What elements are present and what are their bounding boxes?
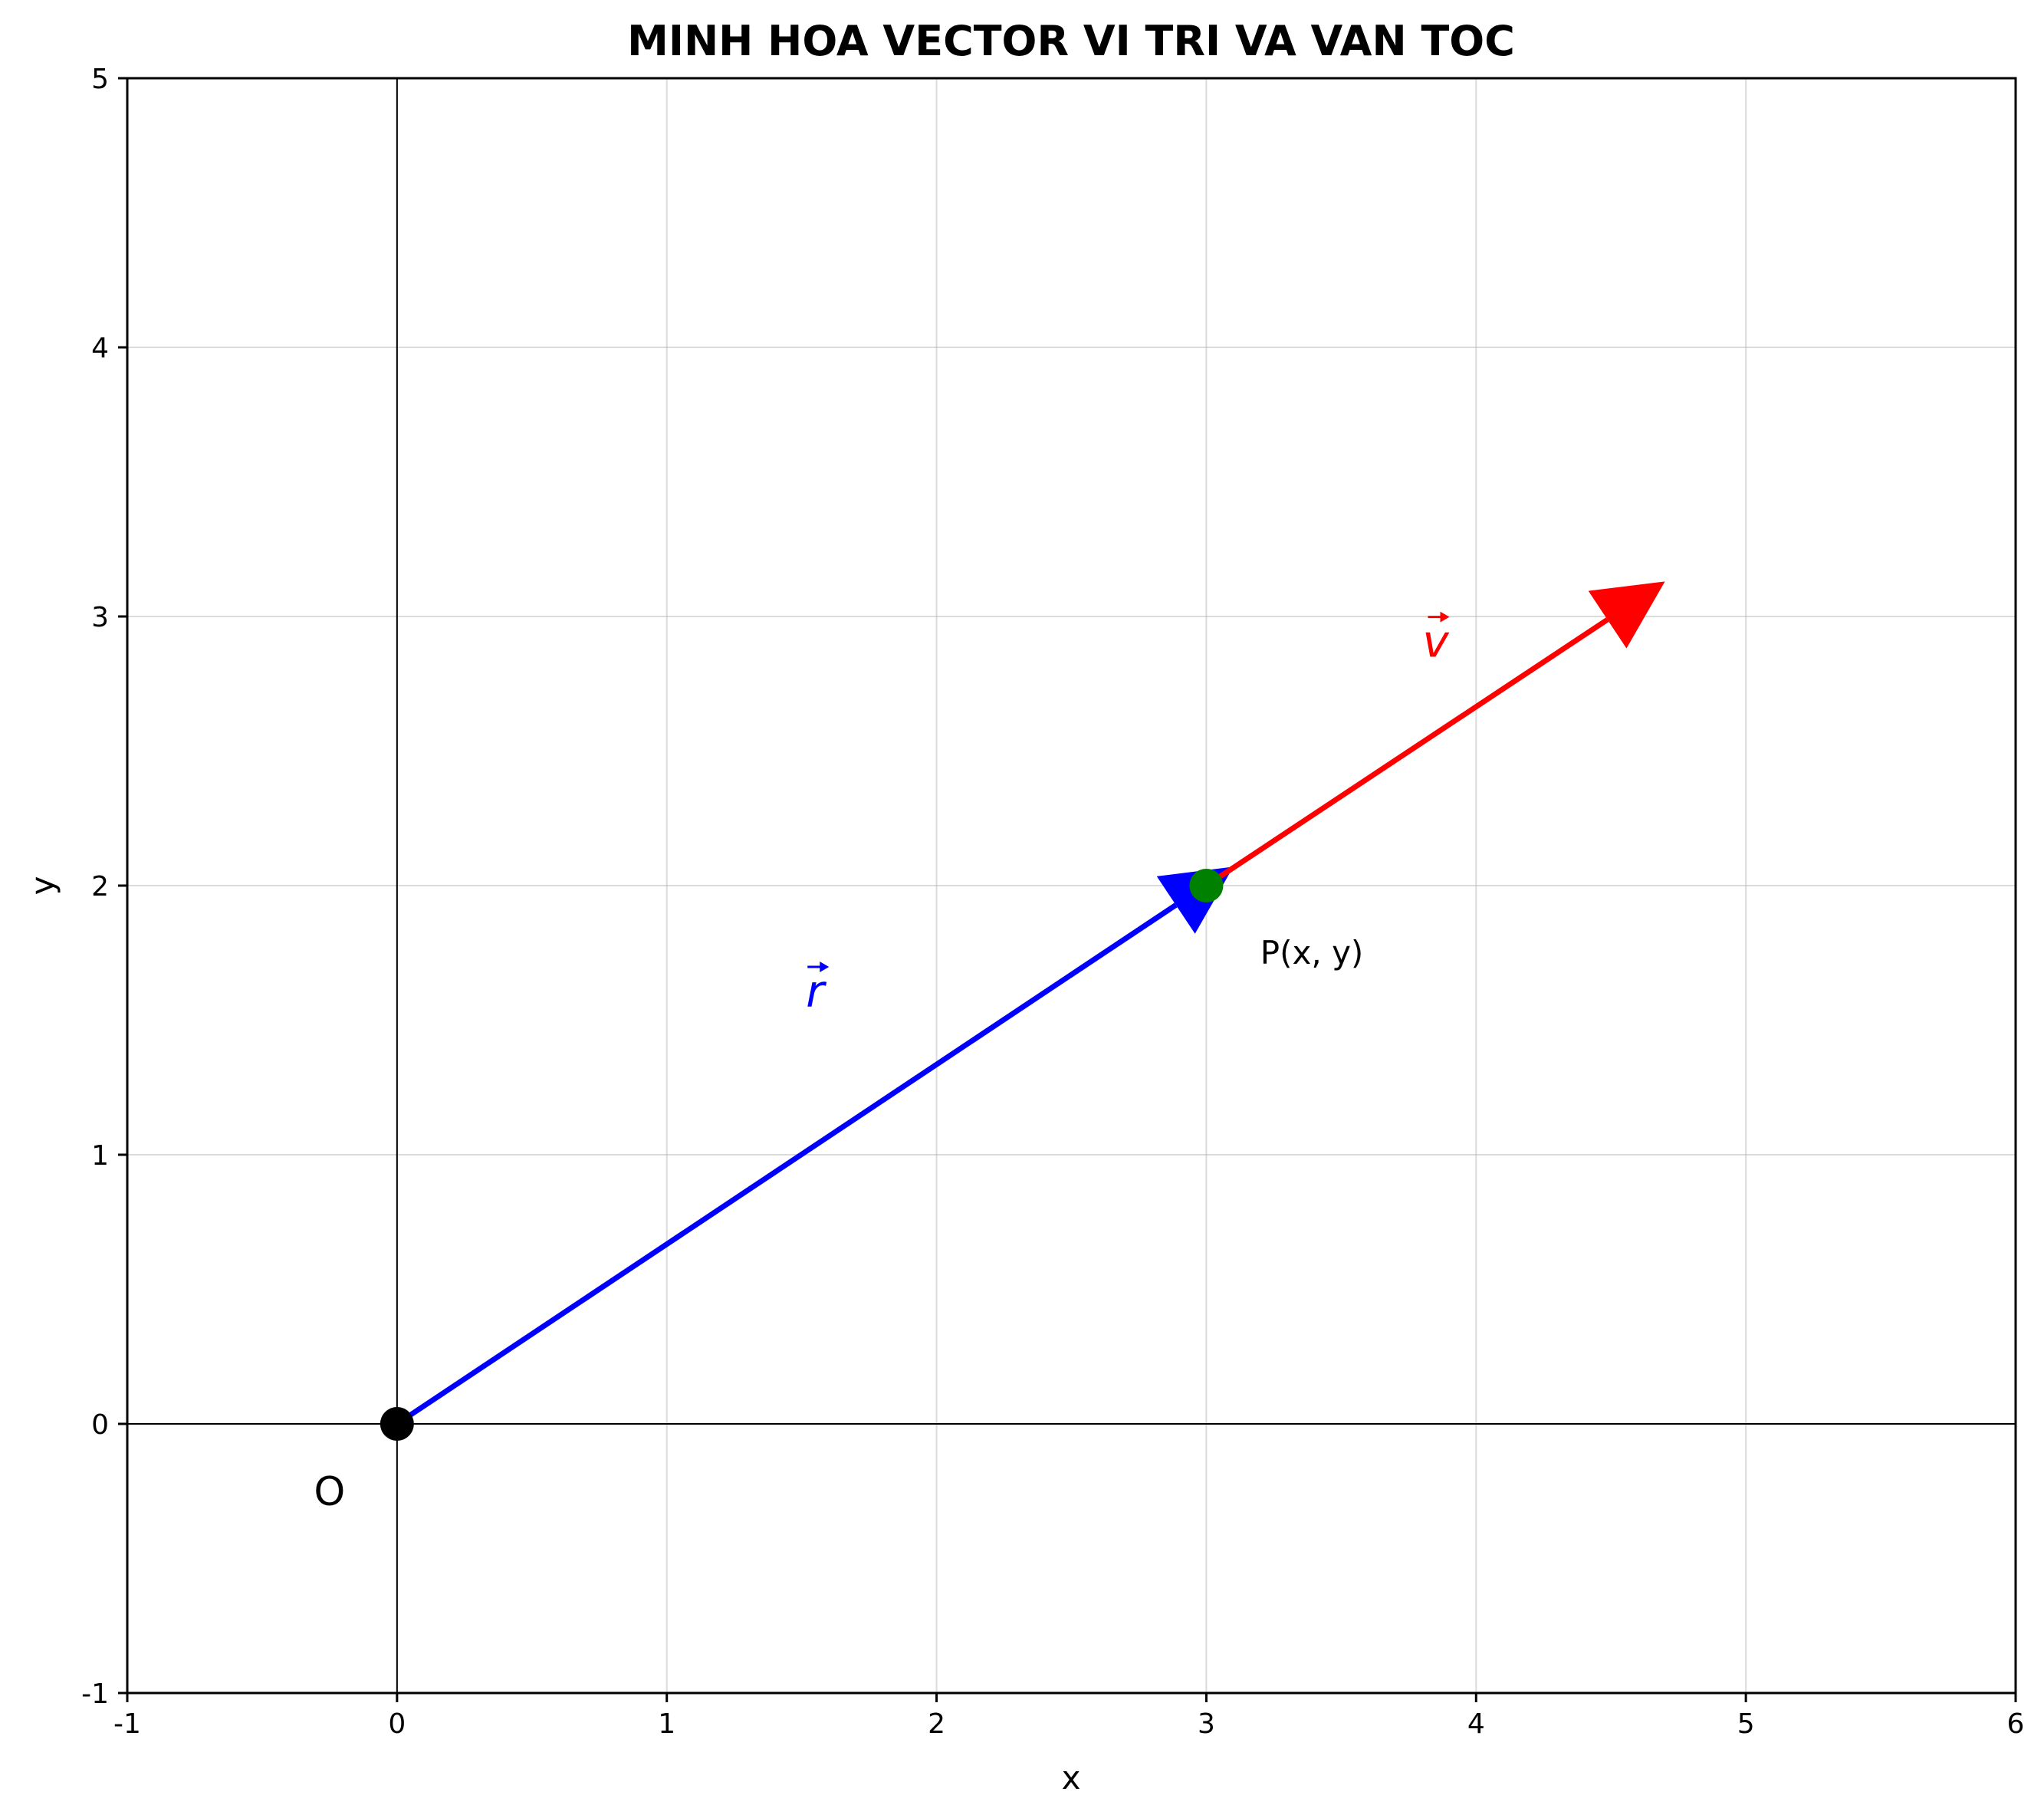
y-axis-ticks: -1 0 1 2 3 4 5	[81, 64, 127, 1710]
velocity-vector-label-arrow-tip	[1440, 611, 1450, 623]
y-axis-label: y	[24, 876, 61, 896]
x-tick-label: 0	[388, 1708, 406, 1740]
vectors: rv	[395, 581, 1665, 1426]
position-vector-label-arrow-tip	[820, 961, 830, 972]
y-tick-label: 5	[91, 64, 109, 95]
y-tick-label: 0	[91, 1409, 109, 1441]
velocity-vector-shaft	[1204, 617, 1609, 888]
x-axis-label: x	[1062, 1759, 1081, 1797]
y-tick-label: 3	[91, 602, 109, 633]
x-axis-ticks: -1 0 1 2 3 4 5 6	[113, 1693, 2024, 1740]
x-tick-label: 1	[658, 1708, 675, 1740]
point-p-label: P(x, y)	[1260, 934, 1364, 971]
origin-label: O	[314, 1469, 345, 1515]
position-vector-shaft	[395, 902, 1178, 1426]
x-tick-label: 3	[1198, 1708, 1215, 1740]
velocity-vector-head	[1588, 581, 1665, 649]
velocity-vector-label: v	[1422, 616, 1450, 668]
points: O P(x, y)	[314, 869, 1363, 1515]
x-tick-label: 4	[1467, 1708, 1485, 1740]
origin-marker	[380, 1407, 414, 1441]
x-tick-label: -1	[113, 1708, 141, 1740]
x-tick-label: 6	[2007, 1708, 2025, 1740]
y-tick-label: 2	[91, 871, 109, 902]
x-tick-label: 5	[1737, 1708, 1755, 1740]
chart-title: MINH HOA VECTOR VI TRI VA VAN TOC	[627, 17, 1515, 65]
position-vector-label: r	[806, 965, 826, 1017]
point-p-marker	[1189, 869, 1224, 902]
x-tick-label: 2	[928, 1708, 945, 1740]
grid	[127, 77, 2016, 1694]
y-tick-label: 1	[91, 1140, 109, 1172]
y-tick-label: -1	[81, 1678, 109, 1710]
y-tick-label: 4	[91, 333, 109, 364]
